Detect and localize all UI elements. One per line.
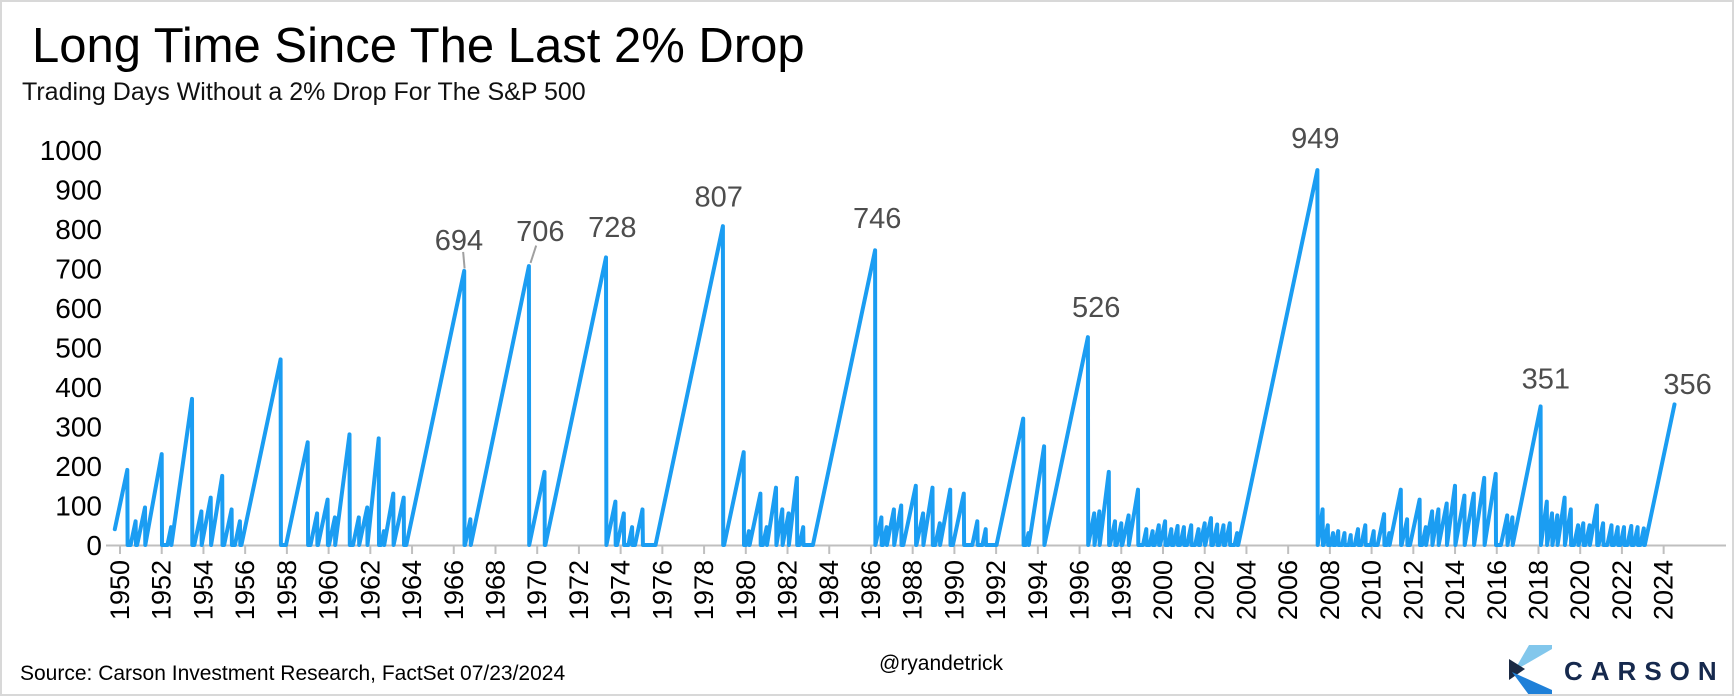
x-tick-label: 1996 — [1065, 560, 1095, 620]
x-tick-label: 1990 — [939, 560, 969, 620]
x-tick-label: 1956 — [230, 560, 260, 620]
logo-navy-triangle — [1509, 659, 1525, 680]
x-tick-label: 2006 — [1273, 560, 1303, 620]
x-tick-label: 1974 — [606, 560, 636, 620]
x-tick-label: 1972 — [564, 560, 594, 620]
peak-annotation: 807 — [694, 182, 742, 214]
peak-annotation: 706 — [516, 216, 564, 248]
page-title: Long Time Since The Last 2% Drop — [32, 19, 805, 73]
x-tick-label: 2008 — [1315, 560, 1345, 620]
x-tick-label: 1952 — [147, 560, 177, 620]
y-tick-label: 1000 — [40, 135, 102, 166]
x-tick-label: 2012 — [1398, 560, 1428, 620]
peak-annotation: 526 — [1072, 292, 1120, 324]
x-tick-label: 1960 — [314, 560, 344, 620]
x-tick-label: 1950 — [105, 560, 135, 620]
x-tick-label: 1988 — [898, 560, 928, 620]
twitter-handle: @ryandetrick — [879, 652, 1004, 675]
peak-annotation: 694 — [435, 225, 483, 257]
y-tick-label: 600 — [55, 293, 102, 324]
x-tick-label: 1994 — [1023, 560, 1053, 620]
x-tick-label: 2000 — [1148, 560, 1178, 620]
x-tick-label: 1978 — [689, 560, 719, 620]
source-text: Source: Carson Investment Research, Fact… — [20, 662, 566, 685]
x-tick-label: 2022 — [1607, 560, 1637, 620]
x-tick-label: 1954 — [188, 560, 218, 620]
y-tick-label: 800 — [55, 214, 102, 245]
x-tick-label: 1968 — [480, 560, 510, 620]
x-tick-label: 1980 — [731, 560, 761, 620]
x-tick-label: 2018 — [1523, 560, 1553, 620]
y-tick-label: 700 — [55, 254, 102, 285]
x-tick-label: 1970 — [522, 560, 552, 620]
brand-wordmark: CARSON — [1564, 656, 1725, 686]
x-tick-label: 1964 — [397, 560, 427, 620]
x-tick-label: 2016 — [1482, 560, 1512, 620]
y-tick-label: 900 — [55, 175, 102, 206]
peak-annotation: 351 — [1522, 363, 1570, 395]
y-tick-label: 200 — [55, 451, 102, 482]
x-tick-label: 1982 — [773, 560, 803, 620]
x-tick-label: 1986 — [856, 560, 886, 620]
y-tick-label: 300 — [55, 412, 102, 443]
logo-light-triangle — [1514, 645, 1552, 671]
y-tick-label: 0 — [86, 530, 102, 561]
x-tick-label: 1998 — [1106, 560, 1136, 620]
x-tick-label: 1966 — [439, 560, 469, 620]
x-tick-label: 2014 — [1440, 560, 1470, 620]
peak-annotation: 949 — [1291, 123, 1339, 155]
y-tick-label: 100 — [55, 491, 102, 522]
x-tick-label: 2020 — [1565, 560, 1595, 620]
x-tick-label: 1962 — [355, 560, 385, 620]
x-tick-label: 1958 — [272, 560, 302, 620]
peak-annotation: 746 — [853, 203, 901, 235]
page-subtitle: Trading Days Without a 2% Drop For The S… — [22, 78, 586, 106]
annotation-leader-line — [529, 245, 538, 264]
x-tick-label: 1992 — [981, 560, 1011, 620]
y-tick-label: 400 — [55, 372, 102, 403]
x-tick-label: 1984 — [814, 560, 844, 620]
carson-logo-icon — [1509, 645, 1552, 694]
x-tick-label: 2010 — [1357, 560, 1387, 620]
x-tick-label: 1976 — [647, 560, 677, 620]
x-tick-label: 2024 — [1649, 560, 1679, 620]
peak-annotation: 356 — [1663, 369, 1711, 401]
annotation-leader-line — [462, 251, 466, 269]
y-tick-label: 500 — [55, 333, 102, 364]
x-tick-label: 2004 — [1231, 560, 1261, 620]
series-line — [112, 168, 1677, 547]
x-tick-label: 2002 — [1190, 560, 1220, 620]
logo-bright-triangle — [1512, 672, 1552, 694]
peak-annotation: 728 — [588, 212, 636, 244]
